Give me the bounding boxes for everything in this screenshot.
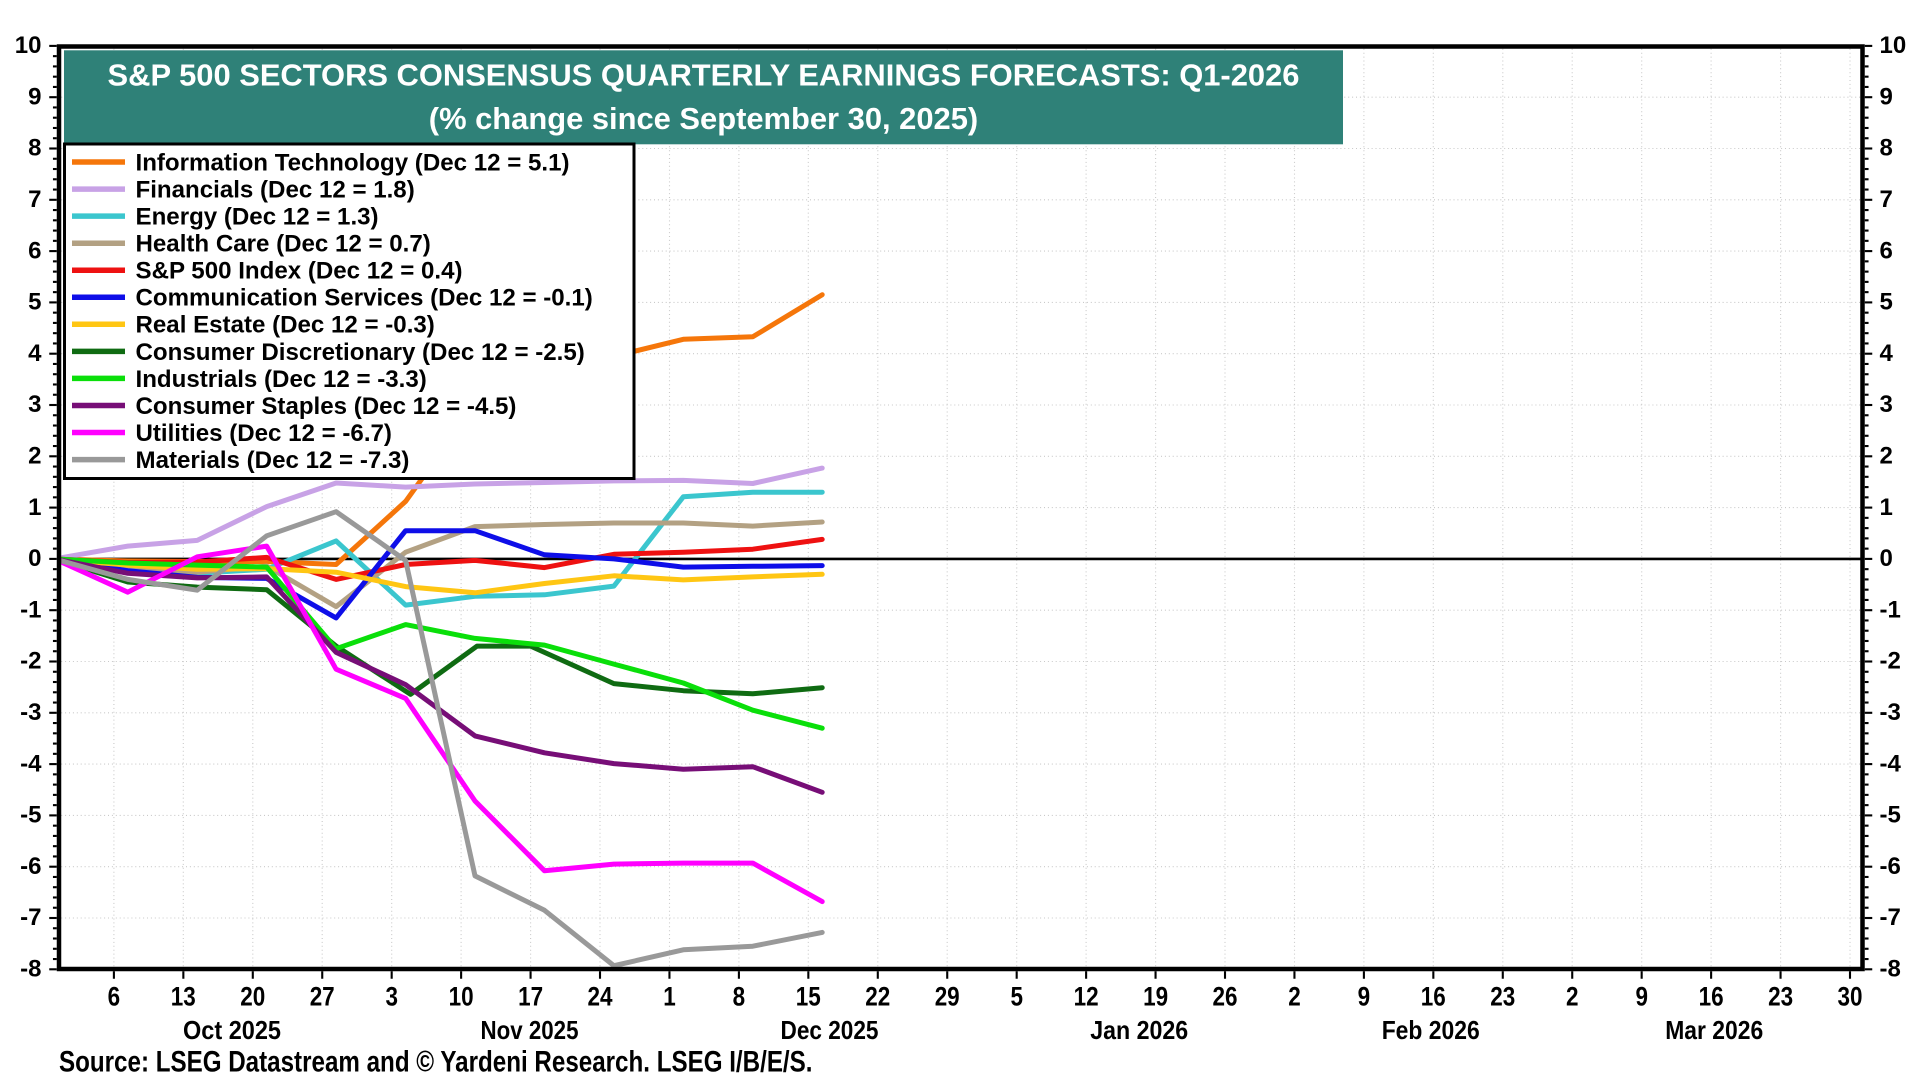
svg-text:30: 30 (1838, 982, 1863, 1012)
svg-text:12: 12 (1074, 982, 1099, 1012)
svg-text:0: 0 (1880, 545, 1893, 572)
svg-text:17: 17 (518, 982, 543, 1012)
svg-text:Mar 2026: Mar 2026 (1665, 1015, 1763, 1045)
svg-text:Utilities (Dec 12 = -6.7): Utilities (Dec 12 = -6.7) (136, 420, 392, 447)
svg-text:S&P 500 SECTORS CONSENSUS QUAR: S&P 500 SECTORS CONSENSUS QUARTERLY EARN… (108, 57, 1300, 92)
svg-text:-7: -7 (1880, 904, 1901, 931)
svg-text:-2: -2 (20, 648, 41, 675)
svg-text:6: 6 (1880, 237, 1893, 264)
svg-text:-6: -6 (1880, 853, 1901, 880)
svg-text:(% change since September 30,: (% change since September 30, 2025) (429, 101, 978, 136)
svg-text:Oct 2025: Oct 2025 (183, 1015, 281, 1045)
svg-text:5: 5 (1880, 289, 1893, 316)
svg-text:Source: LSEG Datastream and ©: Source: LSEG Datastream and © Yardeni Re… (59, 1046, 813, 1079)
svg-text:9: 9 (1358, 982, 1371, 1012)
svg-text:Nov 2025: Nov 2025 (481, 1015, 579, 1045)
svg-text:3: 3 (385, 982, 398, 1012)
svg-text:Information Technology (Dec 12: Information Technology (Dec 12 = 5.1) (136, 149, 570, 176)
svg-text:2: 2 (1566, 982, 1579, 1012)
svg-text:1: 1 (28, 494, 41, 521)
svg-text:26: 26 (1213, 982, 1238, 1012)
svg-text:Jan 2026: Jan 2026 (1090, 1015, 1188, 1045)
svg-text:16: 16 (1699, 982, 1724, 1012)
svg-text:Financials (Dec 12 = 1.8): Financials (Dec 12 = 1.8) (136, 177, 415, 204)
svg-text:S&P 500 Index (Dec 12 = 0.4): S&P 500 Index (Dec 12 = 0.4) (136, 258, 463, 285)
svg-text:3: 3 (1880, 391, 1893, 418)
svg-text:Consumer Staples (Dec 12 = -4.: Consumer Staples (Dec 12 = -4.5) (136, 393, 517, 420)
svg-text:7: 7 (1880, 186, 1893, 213)
svg-text:-1: -1 (20, 596, 41, 623)
svg-text:-7: -7 (20, 904, 41, 931)
svg-text:Industrials (Dec 12 = -3.3): Industrials (Dec 12 = -3.3) (136, 366, 427, 393)
svg-text:8: 8 (733, 982, 746, 1012)
svg-text:9: 9 (1880, 83, 1893, 110)
svg-text:-3: -3 (1880, 699, 1901, 726)
svg-text:10: 10 (15, 32, 42, 59)
svg-text:13: 13 (171, 982, 196, 1012)
svg-text:6: 6 (28, 237, 41, 264)
svg-text:8: 8 (1880, 135, 1893, 162)
svg-text:20: 20 (240, 982, 265, 1012)
svg-text:1: 1 (663, 982, 676, 1012)
svg-text:10: 10 (1880, 32, 1907, 59)
svg-text:-5: -5 (1880, 802, 1901, 829)
svg-text:29: 29 (935, 982, 960, 1012)
svg-text:5: 5 (1010, 982, 1023, 1012)
svg-text:Real Estate (Dec 12 = -0.3): Real Estate (Dec 12 = -0.3) (136, 312, 435, 339)
svg-text:Dec 2025: Dec 2025 (781, 1015, 879, 1045)
svg-text:Feb 2026: Feb 2026 (1382, 1015, 1480, 1045)
svg-text:22: 22 (865, 982, 890, 1012)
svg-text:3: 3 (28, 391, 41, 418)
svg-text:Health Care (Dec 12 = 0.7): Health Care (Dec 12 = 0.7) (136, 231, 431, 258)
svg-text:27: 27 (310, 982, 335, 1012)
svg-text:9: 9 (28, 83, 41, 110)
svg-text:-3: -3 (20, 699, 41, 726)
svg-text:2: 2 (28, 443, 41, 470)
svg-text:15: 15 (796, 982, 821, 1012)
svg-text:Consumer Discretionary (Dec 12: Consumer Discretionary (Dec 12 = -2.5) (136, 339, 585, 366)
svg-text:-2: -2 (1880, 648, 1901, 675)
svg-text:23: 23 (1490, 982, 1515, 1012)
svg-text:0: 0 (28, 545, 41, 572)
svg-text:23: 23 (1768, 982, 1793, 1012)
svg-text:5: 5 (28, 289, 41, 316)
svg-text:-8: -8 (1880, 956, 1901, 983)
svg-text:-4: -4 (1880, 750, 1902, 777)
svg-text:-5: -5 (20, 802, 41, 829)
svg-text:-6: -6 (20, 853, 41, 880)
svg-text:6: 6 (108, 982, 121, 1012)
svg-text:-8: -8 (20, 956, 41, 983)
svg-text:Energy (Dec 12 = 1.3): Energy (Dec 12 = 1.3) (136, 204, 379, 231)
svg-text:Materials (Dec 12 = -7.3): Materials (Dec 12 = -7.3) (136, 447, 410, 474)
svg-text:4: 4 (1880, 340, 1894, 367)
svg-text:8: 8 (28, 135, 41, 162)
svg-text:9: 9 (1635, 982, 1648, 1012)
svg-text:7: 7 (28, 186, 41, 213)
svg-text:16: 16 (1421, 982, 1446, 1012)
svg-text:Communication Services (Dec 12: Communication Services (Dec 12 = -0.1) (136, 285, 593, 312)
svg-text:2: 2 (1880, 443, 1893, 470)
svg-text:-4: -4 (20, 750, 42, 777)
svg-text:24: 24 (588, 982, 613, 1012)
svg-text:19: 19 (1143, 982, 1168, 1012)
svg-text:1: 1 (1880, 494, 1893, 521)
svg-text:4: 4 (28, 340, 42, 367)
svg-text:-1: -1 (1880, 596, 1901, 623)
svg-text:2: 2 (1288, 982, 1301, 1012)
svg-text:10: 10 (449, 982, 474, 1012)
